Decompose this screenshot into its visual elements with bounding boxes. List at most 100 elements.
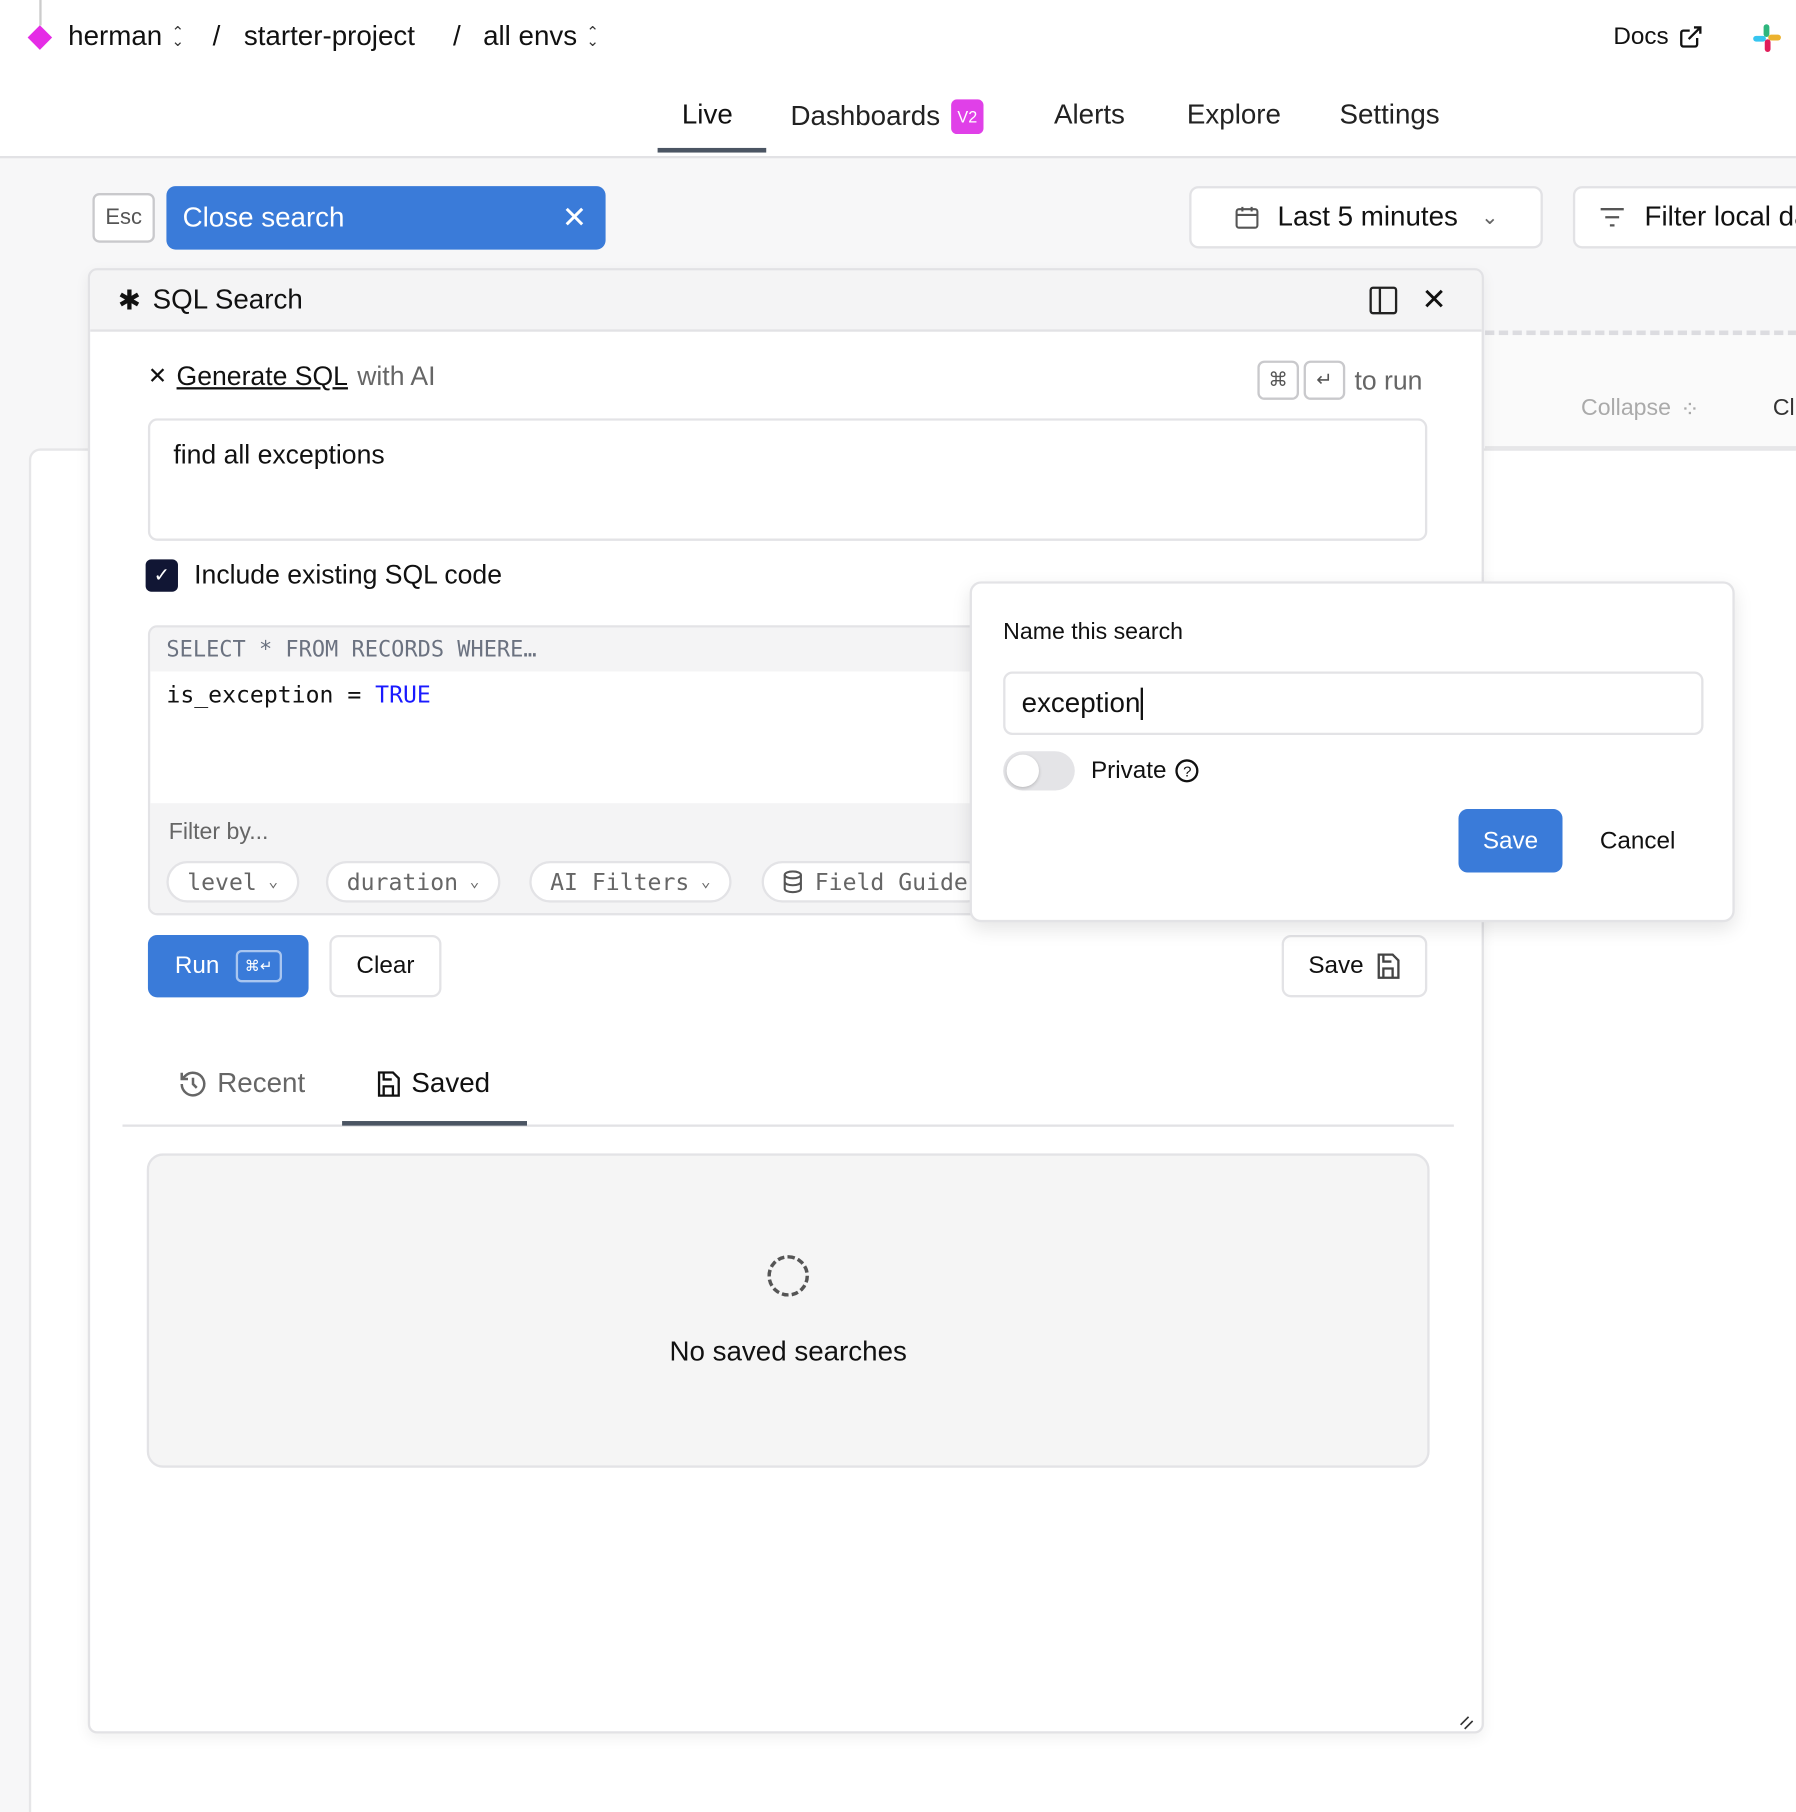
calendar-icon xyxy=(1236,206,1259,229)
active-tab-underline xyxy=(657,147,767,153)
tab-dashboards[interactable]: Dashboards V2 xyxy=(790,99,983,135)
active-tab-underline xyxy=(342,1121,527,1126)
tab-label: Dashboards xyxy=(790,100,941,132)
field-guide-button[interactable]: Field Guide xyxy=(761,860,989,903)
history-icon xyxy=(180,1071,206,1097)
filter-icon xyxy=(1600,208,1624,227)
clear-button[interactable]: Clear xyxy=(329,934,442,998)
sql-code-line[interactable]: is_exception = TRUE xyxy=(166,681,430,709)
tab-saved[interactable]: Saved xyxy=(374,1068,490,1100)
close-search-button[interactable]: Close search ✕ xyxy=(166,186,606,250)
private-text: Private xyxy=(1090,756,1167,784)
filter-chip-level[interactable]: level ⌄ xyxy=(166,860,299,903)
input-value: exception xyxy=(1021,687,1141,719)
docs-label: Docs xyxy=(1613,23,1669,50)
private-toggle[interactable] xyxy=(1003,751,1075,791)
tab-alerts[interactable]: Alerts xyxy=(1053,99,1125,131)
include-sql-label: Include existing SQL code xyxy=(194,559,503,590)
chevron-updown-icon: ⌃ ⌄ xyxy=(586,23,599,50)
chip-label: AI Filters xyxy=(550,867,690,896)
close-icon: ✕ xyxy=(561,199,588,235)
breadcrumb-env[interactable]: all envs ⌃ ⌄ xyxy=(483,21,599,53)
breadcrumb-project[interactable]: starter-project xyxy=(243,20,415,53)
split-view-icon[interactable] xyxy=(1368,285,1398,315)
v2-badge: V2 xyxy=(951,99,983,135)
slack-icon[interactable] xyxy=(1752,23,1782,53)
divider xyxy=(39,0,42,26)
asterisk-icon: ✱ xyxy=(117,285,142,317)
close-panel-icon[interactable]: ✕ xyxy=(1421,281,1447,317)
to-run-text: to run xyxy=(1354,364,1423,395)
chevron-down-icon: ⌄ xyxy=(1481,205,1499,229)
search-name-input[interactable]: exception xyxy=(1003,671,1704,736)
text-cursor xyxy=(1140,687,1143,720)
env-name: all envs xyxy=(483,20,578,53)
breadcrumb-separator: / xyxy=(453,20,461,53)
save-label: Save xyxy=(1308,952,1364,979)
logo-diamond-icon xyxy=(27,25,53,50)
tab-settings[interactable]: Settings xyxy=(1339,99,1440,131)
filter-by-label: Filter by... xyxy=(168,819,269,845)
generate-sql-link[interactable]: Generate SQL xyxy=(176,360,348,391)
save-icon xyxy=(377,1071,400,1097)
popover-save-button[interactable]: Save xyxy=(1458,808,1563,873)
tab-label: Saved xyxy=(411,1067,491,1100)
breadcrumb-org[interactable]: herman ⌃ ⌄ xyxy=(68,21,184,53)
popover-cancel-button[interactable]: Cancel xyxy=(1599,826,1676,854)
save-search-button[interactable]: Save xyxy=(1281,934,1428,998)
cmd-key-icon: ⌘ xyxy=(1257,360,1300,400)
external-link-icon xyxy=(1679,26,1702,48)
panel-header xyxy=(90,270,1482,332)
background-toolbar xyxy=(1485,335,1796,449)
run-shortcut-hint: ⌘ ↵ to run xyxy=(1257,360,1423,400)
tab-recent[interactable]: Recent xyxy=(178,1068,305,1100)
filter-button[interactable]: Filter local da xyxy=(1572,186,1796,249)
chip-label: duration xyxy=(346,867,459,896)
time-range-select[interactable]: Last 5 minutes ⌄ xyxy=(1189,186,1543,249)
help-icon[interactable]: ? xyxy=(1175,759,1199,783)
collapse-button[interactable]: Collapse ⁘ xyxy=(1581,395,1700,424)
tab-label: Recent xyxy=(217,1067,306,1100)
run-label: Run xyxy=(174,952,220,979)
include-sql-checkbox[interactable]: ✓ xyxy=(145,559,178,592)
close-search-label: Close search xyxy=(182,201,345,233)
saved-searches-empty: No saved searches xyxy=(146,1153,1430,1468)
chevron-down-icon: ⌄ xyxy=(700,872,711,892)
chevron-down-icon: ⌄ xyxy=(469,872,480,892)
check-icon: ✓ xyxy=(153,563,171,586)
tab-live[interactable]: Live xyxy=(681,99,733,131)
save-icon xyxy=(1377,953,1400,979)
esc-key-hint: Esc xyxy=(92,193,155,243)
code-ident: is_exception xyxy=(166,680,334,709)
popover-title: Name this search xyxy=(1003,619,1184,645)
divider xyxy=(1485,330,1796,336)
database-icon xyxy=(783,870,802,894)
empty-spinner-icon xyxy=(767,1255,809,1297)
name-search-popover: Name this search exception Private? Save… xyxy=(969,581,1735,923)
toggle-knob xyxy=(1006,754,1039,788)
org-name: herman xyxy=(68,20,163,53)
private-label: Private? xyxy=(1091,757,1199,785)
tabs-divider xyxy=(122,1124,1454,1127)
collapse-label: Collapse xyxy=(1580,395,1671,421)
empty-message: No saved searches xyxy=(669,1335,907,1368)
resize-handle-icon[interactable]: = xyxy=(1453,1709,1481,1734)
with-ai-text: with AI xyxy=(357,360,436,391)
filter-chip-duration[interactable]: duration ⌄ xyxy=(325,860,501,903)
enter-key-icon: ↵ xyxy=(1303,360,1346,400)
panel-title: ✱ SQL Search xyxy=(118,284,303,318)
run-shortcut-icon: ⌘↵ xyxy=(235,949,282,983)
chevron-updown-icon: ⌃ ⌄ xyxy=(171,23,185,50)
chip-label: Field Guide xyxy=(814,867,968,896)
top-header: herman ⌃ ⌄ / starter-project / all envs ⌃ ⌄ … xyxy=(0,0,1796,159)
panel-title-text: SQL Search xyxy=(152,284,303,316)
close-ai-icon[interactable]: ✕ xyxy=(147,364,168,390)
ai-prompt-textarea[interactable]: find all exceptions xyxy=(147,418,1428,541)
filter-label: Filter local da xyxy=(1644,201,1796,233)
tab-explore[interactable]: Explore xyxy=(1186,99,1281,131)
sql-search-panel: ✱ SQL Search ✕ ✕ Generate SQL with AI ⌘ ↵… xyxy=(87,268,1484,1734)
time-range-label: Last 5 minutes xyxy=(1277,201,1458,233)
docs-link[interactable]: Docs xyxy=(1613,23,1703,51)
run-button[interactable]: Run ⌘↵ xyxy=(147,934,309,998)
filter-chip-ai-filters[interactable]: AI Filters ⌄ xyxy=(529,860,732,903)
